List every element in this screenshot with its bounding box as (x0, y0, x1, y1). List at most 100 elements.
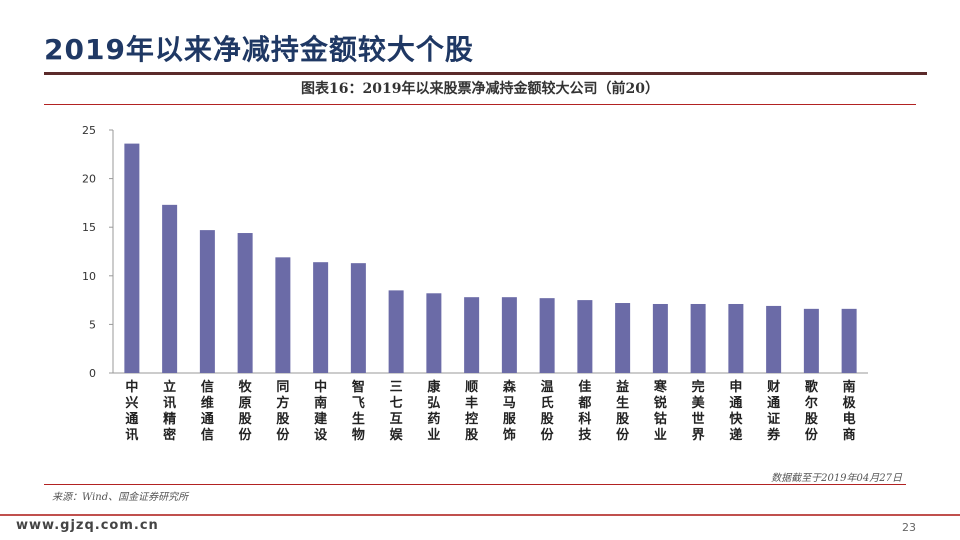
title-divider (44, 72, 927, 75)
svg-text:信: 信 (201, 379, 214, 395)
svg-text:股: 股 (239, 412, 252, 427)
svg-text:生: 生 (352, 411, 365, 427)
svg-text:丰: 丰 (465, 395, 478, 411)
y-tick-label: 15 (82, 221, 96, 234)
bar-11 (501, 297, 517, 373)
bar-15 (652, 303, 668, 373)
website-link[interactable]: www.gjzq.com.cn (16, 518, 159, 533)
svg-text:界: 界 (692, 427, 705, 443)
svg-text:中: 中 (125, 379, 138, 395)
svg-text:钴: 钴 (654, 411, 667, 427)
svg-text:氏: 氏 (541, 396, 554, 411)
svg-text:份: 份 (239, 427, 253, 443)
svg-text:森: 森 (503, 379, 517, 395)
svg-text:益: 益 (616, 379, 629, 395)
svg-text:立: 立 (163, 379, 176, 395)
svg-text:股: 股 (616, 412, 629, 427)
svg-text:股: 股 (276, 412, 289, 427)
bar-8 (388, 290, 404, 373)
bar-6 (313, 262, 329, 373)
svg-text:维: 维 (201, 395, 214, 411)
y-tick-label: 10 (82, 270, 96, 283)
svg-text:中: 中 (314, 379, 327, 395)
svg-text:财: 财 (767, 379, 780, 395)
svg-text:服: 服 (503, 412, 517, 427)
svg-text:业: 业 (427, 427, 440, 443)
svg-text:通: 通 (125, 411, 138, 427)
svg-text:份: 份 (805, 427, 819, 443)
svg-text:歌: 歌 (805, 379, 819, 395)
svg-text:七: 七 (390, 396, 403, 411)
svg-text:药: 药 (427, 411, 440, 427)
bar-2 (162, 204, 178, 373)
svg-text:股: 股 (541, 412, 554, 427)
bar-13 (577, 300, 593, 373)
svg-text:顺: 顺 (465, 380, 478, 395)
svg-text:科: 科 (578, 411, 591, 427)
svg-text:兴: 兴 (125, 395, 138, 411)
svg-text:方: 方 (276, 395, 289, 411)
svg-text:递: 递 (729, 427, 742, 443)
svg-text:极: 极 (843, 395, 857, 411)
bar-16 (690, 303, 706, 373)
page-number: 23 (902, 521, 916, 534)
svg-text:快: 快 (729, 411, 743, 427)
bar-7 (350, 263, 366, 373)
svg-text:证: 证 (767, 412, 780, 427)
bar-18 (766, 305, 782, 373)
svg-text:份: 份 (541, 427, 555, 443)
source-divider (44, 484, 906, 485)
y-tick-label: 5 (89, 318, 96, 331)
svg-text:完: 完 (692, 379, 705, 395)
bar-3 (199, 230, 215, 373)
svg-text:讯: 讯 (163, 396, 176, 411)
bar-19 (803, 308, 819, 373)
svg-text:生: 生 (616, 395, 629, 411)
svg-text:密: 密 (162, 427, 176, 443)
chart-title-divider (44, 104, 916, 105)
chart-title: 图表16：2019年以来股票净减持金额较大公司（前20） (301, 81, 659, 97)
svg-text:股: 股 (805, 412, 818, 427)
svg-text:技: 技 (578, 427, 592, 443)
footer-divider (0, 514, 960, 516)
svg-text:通: 通 (729, 395, 742, 411)
svg-text:控: 控 (465, 411, 478, 427)
svg-text:弘: 弘 (427, 396, 440, 411)
bar-14 (615, 303, 631, 373)
svg-text:三: 三 (390, 380, 403, 395)
slide-title: 2019年以来净减持金额较大个股 (44, 33, 474, 66)
svg-text:娱: 娱 (390, 428, 404, 443)
bar-20 (841, 308, 857, 373)
svg-text:南: 南 (843, 379, 856, 395)
y-tick-label: 20 (82, 173, 96, 186)
svg-text:世: 世 (692, 411, 705, 427)
svg-text:温: 温 (541, 380, 554, 395)
svg-text:锐: 锐 (654, 395, 667, 411)
svg-text:智: 智 (352, 379, 365, 395)
bar-10 (464, 297, 480, 373)
svg-text:原: 原 (239, 396, 252, 411)
svg-text:美: 美 (692, 395, 706, 411)
svg-text:份: 份 (616, 427, 630, 443)
bar-5 (275, 257, 291, 373)
svg-text:份: 份 (276, 427, 290, 443)
svg-text:股: 股 (465, 428, 478, 443)
svg-text:佳: 佳 (578, 379, 591, 395)
svg-text:建: 建 (314, 411, 327, 427)
